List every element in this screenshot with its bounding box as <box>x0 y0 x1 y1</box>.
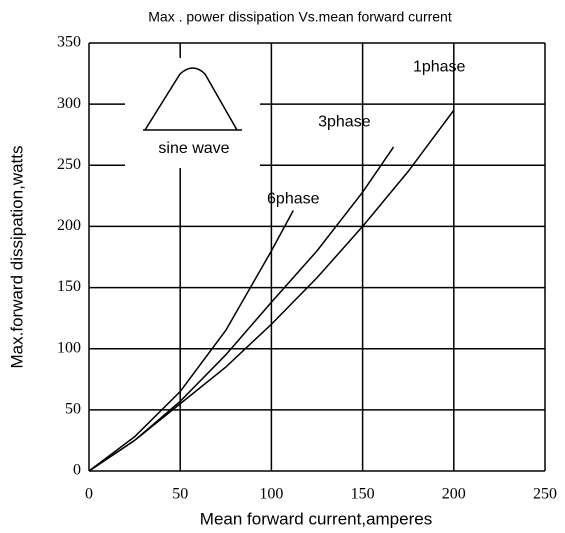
sine-wave-icon <box>144 67 238 131</box>
x-axis-label: Mean forward current,amperes <box>200 509 432 528</box>
y-tick-label: 350 <box>57 34 81 51</box>
inset: sine wave <box>125 58 260 168</box>
series-label: 6phase <box>267 191 320 208</box>
series-label: 1phase <box>413 59 466 76</box>
y-tick-label: 0 <box>73 462 81 479</box>
chart-title: Max . power dissipation Vs.mean forward … <box>148 9 452 25</box>
x-tick-label: 50 <box>172 486 188 503</box>
y-tick-label: 150 <box>57 278 81 295</box>
x-tick-label: 150 <box>351 486 375 503</box>
x-tick-label: 100 <box>259 486 283 503</box>
x-tick-label: 0 <box>85 486 93 503</box>
inset-background <box>125 58 260 168</box>
y-axis-label: Max.forward dissipation,watts <box>7 146 26 369</box>
series-label: 3phase <box>318 114 371 131</box>
x-tick-label: 250 <box>533 486 557 503</box>
curve <box>88 210 294 472</box>
curve <box>88 146 395 472</box>
y-tick-label: 250 <box>57 156 81 173</box>
y-tick-label: 50 <box>65 401 81 418</box>
plot-area: 0 50 100 150 200 250 0 50 100 150 200 250 300 350 1pha… <box>57 34 557 503</box>
x-tick-label: 200 <box>442 486 466 503</box>
inset-label: sine wave <box>158 140 229 157</box>
y-tick-label: 100 <box>57 339 81 356</box>
y-tick-label: 200 <box>57 217 81 234</box>
y-tick-label: 300 <box>57 95 81 112</box>
